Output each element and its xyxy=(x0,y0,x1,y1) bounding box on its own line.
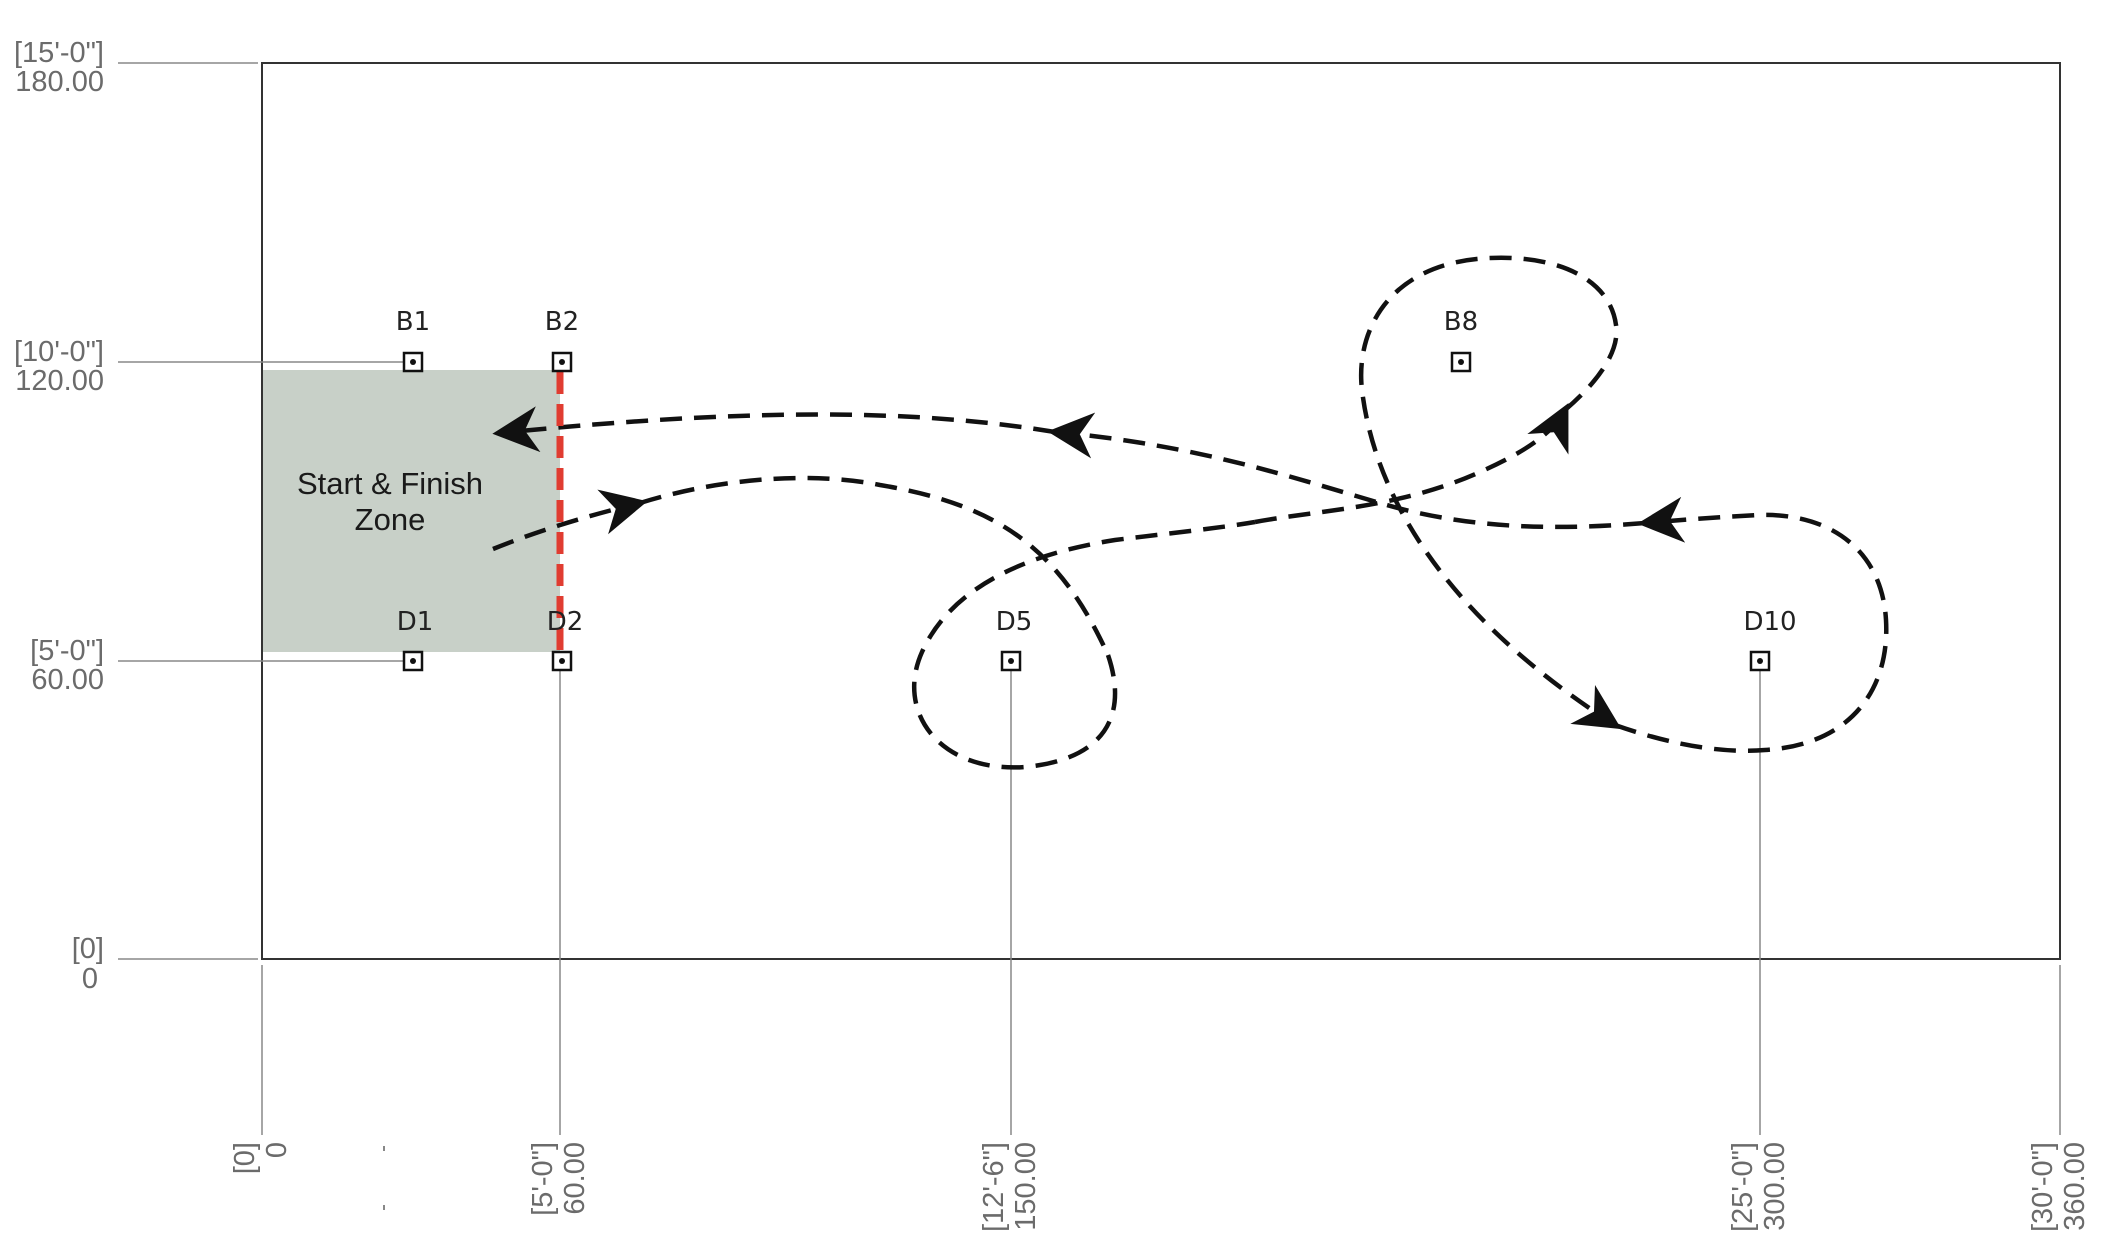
path-segment-finish xyxy=(492,406,1056,453)
x-dim-360-feet: [30'-0"] xyxy=(2027,1142,2059,1232)
path-segment-d10-loop xyxy=(1614,496,1889,754)
x-dim-300-feet: [25'-0"] xyxy=(1727,1142,1759,1232)
path-segment-to-d5 xyxy=(639,475,1111,656)
y-dim-180-feet: [15'-0"] xyxy=(14,37,104,69)
x-dim-0-feet: [0] xyxy=(229,1142,261,1174)
path-segment-b8-loop xyxy=(1358,255,1622,730)
y-dim-120-feet: [10'-0"] xyxy=(14,336,104,368)
marker-D5 xyxy=(1000,650,1022,672)
y-dim-0-inches: 0 xyxy=(82,963,98,995)
y-dim-60-feet: [5'-0"] xyxy=(30,635,104,667)
marker-label-D1: D1 xyxy=(397,607,434,637)
zone-label-line2: Zone xyxy=(355,502,426,537)
x-dim-150-feet: [12'-6"] xyxy=(978,1142,1010,1232)
x-dim-60-inches: 60.00 xyxy=(559,1142,591,1215)
marker-label-B2: B2 xyxy=(545,307,579,337)
y-dim-0-feet: [0] xyxy=(72,933,104,965)
y-dim-60-inches: 60.00 xyxy=(31,664,104,696)
path-segment-start xyxy=(492,489,648,552)
path-segment-return xyxy=(1047,412,1646,530)
marker-B2 xyxy=(551,351,573,373)
y-dim-120-inches: 120.00 xyxy=(15,365,104,397)
x-dim-300-inches: 300.00 xyxy=(1759,1142,1791,1231)
marker-B1 xyxy=(402,351,424,373)
robot-path xyxy=(492,255,1889,770)
marker-label-B1: B1 xyxy=(396,307,430,337)
marker-D1 xyxy=(402,650,424,672)
marker-label-D10: D10 xyxy=(1743,607,1796,637)
path-segment-d5-loop xyxy=(911,519,1256,770)
marker-label-B8: B8 xyxy=(1444,307,1478,337)
marker-D2 xyxy=(551,650,573,672)
field-border xyxy=(261,62,2061,960)
x-dim-0-inches: 0 xyxy=(261,1142,293,1158)
path-segment-to-b8 xyxy=(1254,403,1569,525)
y-dim-180-inches: 180.00 xyxy=(15,66,104,98)
x-dim-150-inches: 150.00 xyxy=(1010,1142,1042,1231)
x-dim-360-inches: 360.00 xyxy=(2059,1142,2091,1231)
x-dim-60-feet: [5'-0"] xyxy=(527,1142,559,1216)
marker-label-D5: D5 xyxy=(996,607,1033,637)
marker-label-D2: D2 xyxy=(547,607,584,637)
marker-D10 xyxy=(1749,650,1771,672)
marker-B8 xyxy=(1450,351,1472,373)
zone-label-line1: Start & Finish xyxy=(297,466,483,501)
